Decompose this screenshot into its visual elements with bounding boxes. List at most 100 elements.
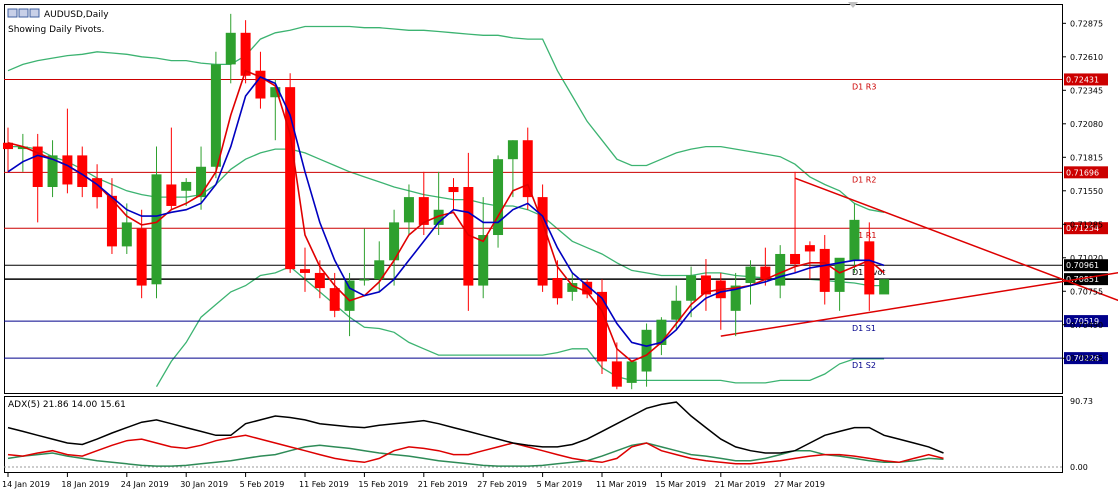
candle-body-12: [181, 181, 192, 191]
x-tick-label-1: 18 Jan 2019: [61, 480, 109, 489]
candle-body-38: [567, 283, 578, 292]
x-tick-label-5: 11 Feb 2019: [299, 480, 349, 489]
candle-body-46: [686, 275, 697, 301]
candle-body-7: [106, 195, 117, 247]
pivot-price-label-2: 0.71254: [1066, 224, 1099, 233]
x-tick-label-2: 24 Jan 2019: [121, 480, 169, 489]
candle-body-6: [92, 178, 103, 198]
pivot-name-0: D1 R3: [852, 82, 876, 91]
price-axis: 0.72875 0.72610 0.72345 0.72080 0.71815 0.715…: [1062, 19, 1103, 363]
fast-ma-line: [7, 69, 885, 363]
candle-body-43: [641, 329, 652, 372]
candle-body-2: [32, 146, 43, 187]
subtitle: Showing Daily Pivots.: [8, 25, 104, 35]
window-icon[interactable]: [7, 8, 18, 18]
y-tick-label-10: 0.70225: [1070, 354, 1103, 363]
candle-body-20: [300, 269, 310, 273]
candle-body-24: [359, 279, 370, 281]
x-tick-label-11: 15 Mar 2019: [655, 480, 706, 489]
candle-body-35: [522, 140, 533, 198]
candle-body-1: [17, 146, 28, 150]
pivot-name-4: D1 S1: [852, 324, 876, 333]
candle-body-44: [656, 319, 667, 345]
candle-body-16: [240, 32, 251, 76]
pivot-price-box-1: [1064, 166, 1108, 179]
x-tick-label-10: 11 Mar 2019: [596, 480, 647, 489]
current-price-label: 0.70851: [1066, 275, 1099, 284]
candle-body-57: [849, 219, 860, 261]
candle-body-31: [463, 186, 474, 286]
x-tick-label-0: 14 Jan 2019: [2, 480, 50, 489]
adx-label: ADX(5) 21.86 14.00 15.61: [8, 400, 126, 410]
candle-body-53: [790, 253, 801, 265]
candle-body-5: [77, 155, 88, 187]
slow-ma-line: [7, 76, 885, 348]
window-icon-3[interactable]: [29, 8, 40, 18]
candle-body-45: [671, 300, 682, 320]
y-tick-label-4: 0.71815: [1070, 153, 1103, 162]
candle-body-8: [121, 222, 132, 247]
adx-max-label: 90.73: [1070, 397, 1093, 406]
candle-body-21: [314, 272, 325, 289]
x-tick-label-8: 27 Feb 2019: [477, 480, 527, 489]
adx-minus-di-line: [7, 442, 944, 467]
candle-body-17: [255, 70, 266, 99]
pivot-price-box-5: [1064, 352, 1108, 365]
candle-body-42: [626, 361, 637, 383]
y-tick-label-3: 0.72080: [1070, 120, 1103, 129]
pivot-price-label-1: 0.71696: [1066, 168, 1099, 177]
candle-body-27: [403, 197, 414, 223]
candle-body-28: [418, 197, 429, 225]
adx-main-line: [7, 401, 944, 454]
y-tick-label-1: 0.72610: [1070, 53, 1103, 62]
upper-band-line: [7, 25, 885, 213]
main-plot-frame: [4, 4, 1063, 394]
pivot-name-2: D1 R1: [852, 231, 876, 240]
candle-body-22: [329, 288, 340, 311]
pivot-price-box-3: [1064, 259, 1108, 272]
chart-header: AUDUSD,Daily Showing Daily Pivots.: [7, 8, 109, 35]
candle-body-10: [151, 174, 162, 285]
x-tick-label-12: 21 Mar 2019: [715, 480, 766, 489]
pivot-price-box-2: [1064, 222, 1108, 235]
pivot-price-label-3: 0.70961: [1066, 261, 1099, 270]
candle-body-3: [47, 155, 58, 187]
y-tick-label-0: 0.72875: [1070, 19, 1103, 28]
candle-body-18: [270, 87, 281, 98]
candle-body-4: [62, 155, 73, 185]
x-tick-label-3: 30 Jan 2019: [180, 480, 228, 489]
x-tick-label-13: 27 Mar 2019: [774, 480, 825, 489]
pivot-name-5: D1 S2: [852, 361, 876, 370]
trendline-1: [794, 177, 1118, 302]
candle-body-41: [611, 361, 622, 387]
candle-body-0: [3, 142, 13, 150]
lower-band-line: [155, 265, 885, 388]
candle-body-49: [730, 285, 741, 311]
moving-averages: [7, 69, 885, 363]
candle-body-36: [537, 197, 548, 286]
time-axis: 14 Jan 2019 18 Jan 2019 24 Jan 2019 30 Jan …: [2, 473, 825, 489]
window-icon-2[interactable]: [18, 8, 29, 18]
x-tick-label-7: 21 Feb 2019: [418, 480, 468, 489]
candle-body-55: [819, 248, 830, 292]
y-tick-label-9: 0.70490: [1070, 321, 1103, 330]
candle-body-14: [210, 64, 221, 167]
candle-body-13: [196, 166, 207, 198]
pivot-price-box-4: [1064, 315, 1108, 328]
adx-plus-di-line: [7, 434, 944, 465]
trendlines: [720, 177, 1118, 337]
candle-body-29: [433, 209, 444, 225]
y-tick-label-6: 0.71285: [1070, 220, 1103, 229]
pivot-name-1: D1 R2: [852, 175, 876, 184]
candle-body-34: [507, 140, 518, 160]
candle-body-11: [166, 184, 177, 206]
pivot-price-box-0: [1064, 73, 1108, 86]
y-tick-label-7: 0.71020: [1070, 254, 1103, 263]
trendline-0: [720, 271, 1118, 337]
candle-body-26: [389, 222, 400, 261]
candle-body-19: [285, 87, 296, 270]
scroll-corner-icon[interactable]: [848, 2, 858, 8]
candle-body-9: [136, 228, 147, 286]
